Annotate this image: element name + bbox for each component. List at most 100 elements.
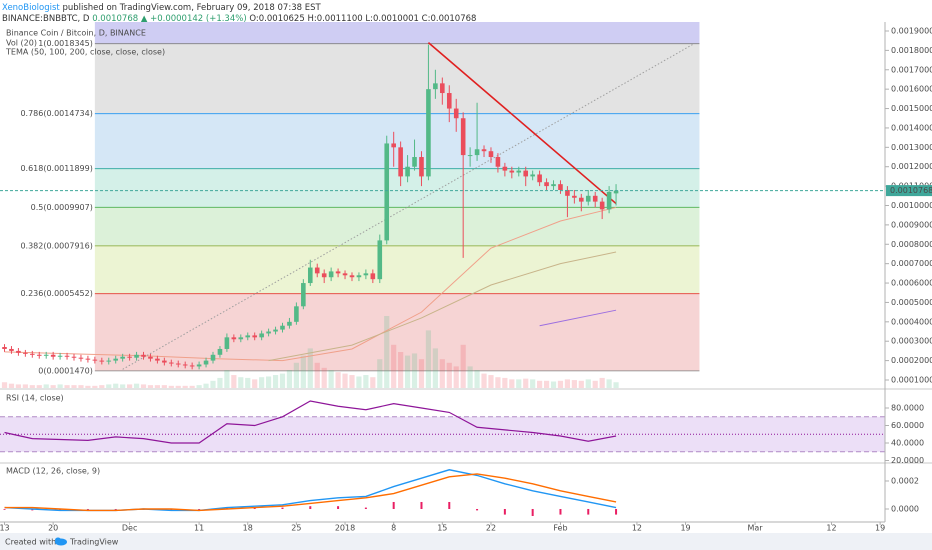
candle-body	[280, 325, 285, 330]
y-tick-label: 60.0000	[891, 421, 924, 430]
y-tick-label: 0.0013000	[891, 143, 932, 152]
volume-bar	[127, 384, 133, 388]
candle-body	[294, 306, 299, 322]
volume-bar	[231, 375, 237, 388]
x-tick-label: Dec	[122, 524, 137, 533]
candle-body	[217, 348, 223, 355]
x-tick-label: 22	[486, 524, 496, 533]
volume-bar	[432, 348, 438, 388]
volume-bar	[71, 385, 77, 388]
x-tick-label: 2018	[335, 524, 355, 533]
volume-bar	[307, 348, 313, 388]
candle-body	[252, 335, 257, 338]
volume-bar	[523, 378, 529, 388]
rsi-line	[4, 400, 617, 444]
volume-bar	[537, 380, 543, 388]
volume-bar	[349, 375, 355, 388]
volume-bar	[460, 344, 466, 388]
y-tick-label: 0.0008000	[891, 240, 932, 249]
volume-bar	[133, 383, 140, 388]
volume-bar	[189, 385, 195, 388]
change: ▲ +0.0000142 (+1.34%)	[141, 14, 247, 24]
candle-body	[266, 331, 271, 334]
candle-body	[307, 267, 313, 284]
candle-body	[446, 93, 452, 109]
macd-histogram-bar	[420, 501, 423, 509]
volume-bar	[398, 352, 404, 388]
volume-bar	[272, 375, 279, 388]
candle-body	[440, 83, 445, 94]
fib-zone	[94, 113, 700, 169]
footer-brand[interactable]: TradingView	[69, 538, 119, 547]
candle-body	[460, 118, 466, 156]
candle-body	[579, 197, 584, 202]
macd-histogram-bar	[448, 501, 451, 509]
candle-body	[426, 89, 431, 177]
macd-histogram-bar	[559, 508, 562, 515]
volume-bar	[113, 383, 119, 388]
author[interactable]: XenoBiologist	[2, 3, 60, 13]
y-tick-label: 80.0000	[891, 404, 924, 413]
candle-body	[572, 195, 577, 198]
fib-label: 0(0.0001470)	[38, 366, 93, 375]
volume-bar	[425, 330, 432, 388]
candle-body	[245, 335, 251, 338]
ohlc-high: H:0.0011100	[307, 14, 362, 24]
candle-body	[43, 354, 49, 356]
volume-bar	[43, 384, 49, 388]
candle-body	[495, 157, 501, 167]
volume-bar	[120, 384, 126, 388]
volume-bar	[488, 375, 494, 388]
candle-body	[502, 166, 508, 171]
candle-body	[321, 273, 327, 278]
indicator-line	[122, 44, 693, 370]
candle-body	[155, 358, 160, 361]
ohlc-low: L:0.0010001	[365, 14, 419, 24]
candle-body	[599, 201, 605, 210]
macd-line	[4, 473, 617, 512]
candle-body	[405, 166, 410, 177]
candle-body	[169, 362, 174, 364]
volume-bar	[314, 362, 320, 388]
fib-zone	[94, 293, 700, 371]
candle-body	[148, 356, 153, 359]
y-tick-label: 0.0002	[891, 476, 919, 485]
candle-body	[592, 195, 598, 202]
candle-body	[335, 271, 341, 274]
candle-body	[398, 147, 403, 177]
candle-body	[57, 355, 63, 357]
footer-bar	[0, 533, 932, 550]
volume-bar	[210, 380, 216, 388]
volume-bar	[252, 379, 258, 388]
fib-zone	[94, 245, 700, 294]
ohlc-open: O:0.0010625	[249, 14, 304, 24]
volume-bar	[606, 379, 612, 388]
x-tick-label: 18	[243, 524, 253, 533]
volume-bar	[495, 377, 501, 388]
x-tick-label: 8	[391, 524, 396, 533]
candle-body	[474, 149, 480, 156]
candle-body	[585, 195, 591, 202]
candle-body	[113, 358, 119, 361]
macd-histogram-bar	[198, 508, 201, 510]
volume-bar	[161, 385, 167, 388]
macd-histogram-bar	[337, 506, 340, 509]
macd-histogram-bar	[114, 508, 117, 510]
legend-title: Binance Coin / Bitcoin, D, BINANCE	[6, 29, 146, 38]
published: published on TradingView.com, February 0…	[62, 3, 321, 13]
volume-bar	[57, 384, 63, 388]
x-tick-label: Mar	[748, 524, 764, 533]
candle-body	[412, 157, 417, 167]
x-tick-label: 19	[680, 524, 690, 533]
volume-bar	[22, 384, 28, 388]
candle-body	[23, 352, 28, 354]
candle-body	[127, 356, 132, 358]
volume-bar	[106, 384, 112, 388]
volume-bar	[418, 359, 425, 388]
candle-body	[544, 182, 549, 187]
y-tick-label: 0.0006000	[891, 279, 932, 288]
candle-body	[50, 354, 56, 357]
candle-body	[231, 337, 237, 340]
fib-label: 0.382(0.0007916)	[20, 241, 92, 250]
candle-body	[203, 360, 209, 365]
